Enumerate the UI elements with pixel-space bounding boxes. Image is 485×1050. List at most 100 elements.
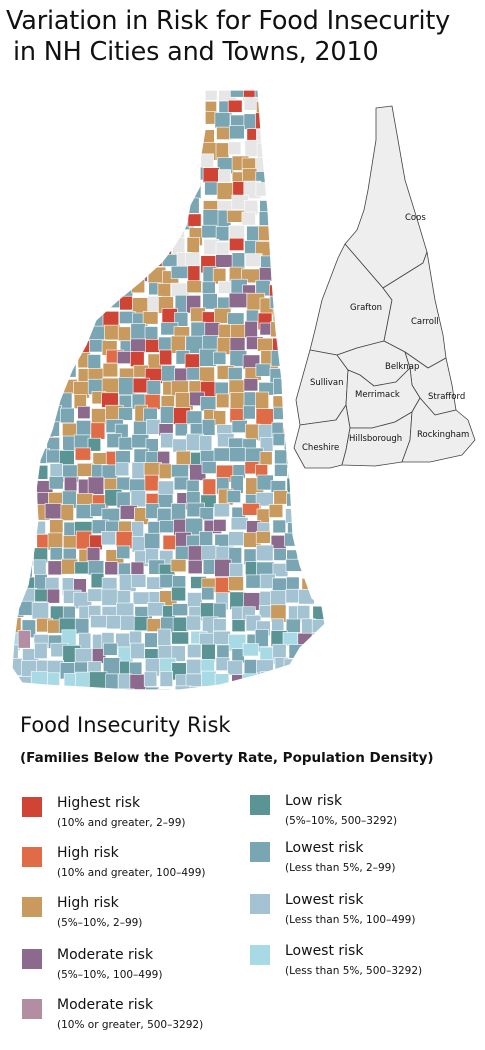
town-tile <box>73 267 87 281</box>
town-tile <box>16 139 32 156</box>
town-tile <box>302 561 317 575</box>
town-tile <box>60 687 77 690</box>
town-tile <box>12 323 23 337</box>
town-tile <box>228 225 245 240</box>
town-tile <box>102 210 118 225</box>
legend-swatch <box>250 795 270 815</box>
town-tile <box>12 252 24 268</box>
town-tile <box>284 532 301 547</box>
town-tile <box>272 577 288 592</box>
legend-label: Low risk <box>285 793 343 809</box>
town-tile <box>12 339 23 358</box>
town-tile <box>202 167 220 183</box>
town-tile <box>34 642 48 659</box>
town-tile <box>329 111 343 124</box>
town-tile <box>63 312 82 329</box>
town-tile <box>310 574 325 591</box>
town-tile <box>130 490 146 508</box>
town-tile <box>12 155 23 170</box>
town-tile <box>18 98 34 116</box>
town-tile <box>227 99 243 113</box>
legend-subtitle: (Families Below the Poverty Rate, Popula… <box>20 750 434 766</box>
town-tile <box>286 324 304 342</box>
town-tile <box>143 111 159 130</box>
town-tile <box>172 438 188 453</box>
town-tile <box>312 116 325 130</box>
town-tile <box>12 494 19 512</box>
town-tile <box>228 576 244 592</box>
town-tile <box>144 226 158 242</box>
town-tile <box>105 673 119 690</box>
town-tile <box>286 477 301 493</box>
town-tile <box>283 228 297 245</box>
county-label-hillsborough: Hillsborough <box>349 434 402 444</box>
town-tile <box>173 97 192 114</box>
town-tile <box>161 365 176 382</box>
town-tile <box>130 642 145 659</box>
town-tile <box>201 586 215 601</box>
town-tile <box>60 153 74 168</box>
town-tile <box>12 549 24 564</box>
town-tile <box>171 645 186 662</box>
town-tile <box>287 181 305 199</box>
town-tile <box>12 423 25 438</box>
town-tile <box>89 129 103 146</box>
town-tile <box>34 573 48 591</box>
town-tile <box>270 321 289 338</box>
town-tile <box>144 532 161 550</box>
town-tile <box>89 671 108 689</box>
town-tile <box>34 170 49 185</box>
town-tile <box>133 144 147 160</box>
town-tile <box>328 209 340 224</box>
town-tile <box>162 113 181 129</box>
town-tile <box>269 295 284 309</box>
town-tile <box>119 268 135 286</box>
legend-swatch <box>22 949 42 969</box>
town-tile <box>187 265 201 283</box>
town-tile <box>159 670 173 687</box>
town-tile <box>50 156 66 174</box>
town-tile <box>297 549 316 566</box>
town-tile <box>297 322 314 336</box>
town-tile <box>76 322 90 336</box>
town-tile <box>134 90 149 102</box>
town-tile <box>12 126 19 142</box>
town-tile <box>87 560 105 576</box>
town-tile <box>244 320 258 338</box>
town-tile <box>18 228 34 247</box>
town-tile <box>215 226 230 242</box>
town-tile <box>176 185 190 201</box>
town-tile <box>202 293 218 310</box>
town-tile <box>116 476 131 491</box>
town-tile <box>185 139 202 154</box>
town-tile <box>21 503 39 520</box>
town-tile <box>31 96 48 110</box>
town-tile <box>117 326 131 341</box>
town-tile <box>22 448 39 467</box>
town-tile <box>117 153 134 170</box>
town-tile <box>103 278 119 294</box>
town-tile <box>157 199 175 215</box>
town-tile <box>58 253 76 267</box>
town-tile <box>116 90 130 103</box>
town-tile <box>91 114 106 131</box>
town-tile <box>297 269 315 284</box>
town-tile <box>311 152 325 166</box>
town-tile <box>74 112 89 131</box>
town-tile <box>46 170 60 184</box>
town-tile <box>130 561 145 576</box>
town-tile <box>284 335 301 353</box>
town-tile <box>12 520 18 535</box>
town-tile <box>76 420 92 437</box>
town-tile <box>102 227 116 243</box>
town-tile <box>297 195 313 214</box>
town-tile <box>231 419 248 433</box>
town-tile <box>30 671 48 686</box>
town-tile <box>22 241 41 257</box>
town-tile <box>288 309 306 323</box>
town-tile <box>186 280 202 294</box>
town-tile <box>199 506 214 520</box>
town-tile <box>227 660 243 676</box>
town-tile <box>242 405 256 420</box>
town-tile <box>327 467 342 483</box>
